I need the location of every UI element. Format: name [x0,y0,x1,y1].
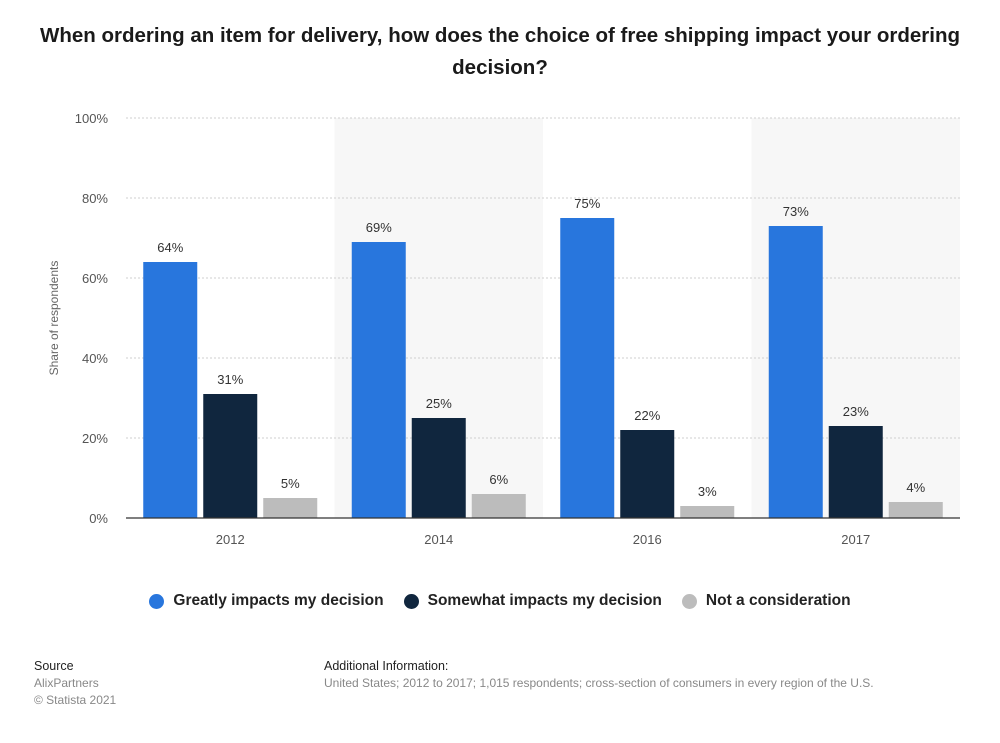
data-label: 3% [698,484,717,499]
additional-info-block: Additional Information: United States; 2… [324,658,874,692]
y-tick-label: 100% [75,111,109,126]
source-heading: Source [34,659,74,673]
bar[interactable] [560,218,615,518]
legend-label: Somewhat impacts my decision [427,592,662,609]
legend-swatch-icon [681,593,697,609]
bar[interactable] [680,506,735,518]
bar[interactable] [768,226,823,518]
source-block: Source AlixPartners © Statista 2021 [34,658,116,709]
data-label: 5% [281,476,300,491]
bar[interactable] [411,418,466,518]
legend-item[interactable]: Greatly impacts my decision [149,592,384,610]
x-tick-label: 2012 [216,532,245,547]
additional-info-text: United States; 2012 to 2017; 1,015 respo… [324,676,874,690]
legend-label: Not a consideration [705,592,851,609]
legend: Greatly impacts my decision Somewhat impa… [0,592,1000,610]
data-label: 69% [366,220,392,235]
y-axis-title: Share of respondents [47,261,61,376]
data-label: 31% [217,372,243,387]
data-label: 73% [783,204,809,219]
copyright-text: © Statista 2021 [34,693,117,707]
bar[interactable] [351,242,406,518]
legend-item[interactable]: Not a consideration [681,592,851,610]
bar[interactable] [828,426,883,518]
bar[interactable] [620,430,675,518]
y-tick-label: 60% [82,271,108,286]
x-tick-label: 2017 [841,532,870,547]
data-label: 6% [489,472,508,487]
data-label: 4% [906,480,925,495]
y-tick-label: 40% [82,351,108,366]
data-label: 23% [843,404,869,419]
legend-item[interactable]: Somewhat impacts my decision [403,592,662,610]
chart-title: When ordering an item for delivery, how … [40,24,960,79]
legend-swatch-icon [149,593,165,609]
x-tick-label: 2014 [424,532,453,547]
y-tick-label: 0% [89,511,108,526]
bar[interactable] [471,494,526,518]
data-label: 75% [574,196,600,211]
data-label: 25% [426,396,452,411]
legend-label: Greatly impacts my decision [173,592,384,609]
data-label: 64% [157,240,183,255]
legend-swatch-icon [403,593,419,609]
bar[interactable] [203,394,258,518]
y-tick-label: 20% [82,431,108,446]
bar[interactable] [143,262,198,518]
source-name[interactable]: AlixPartners [34,676,99,690]
bar[interactable] [263,498,318,518]
bar[interactable] [888,502,943,518]
additional-info-heading: Additional Information: [324,659,449,673]
data-label: 22% [634,408,660,423]
y-tick-label: 80% [82,191,108,206]
x-tick-label: 2016 [633,532,662,547]
